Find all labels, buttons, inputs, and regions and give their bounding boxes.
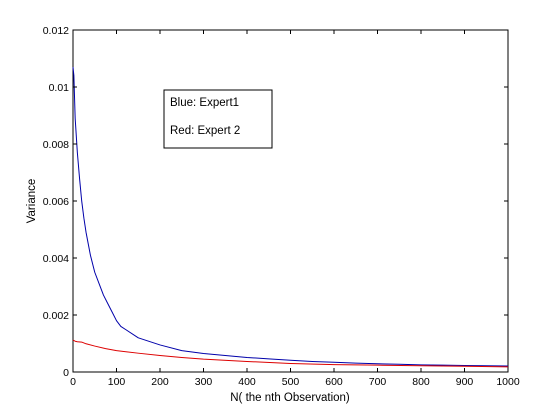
x-tick-label: 1000 bbox=[496, 376, 520, 388]
x-tick-label: 900 bbox=[456, 376, 474, 388]
plot-frame bbox=[72, 29, 509, 373]
x-tick-label: 400 bbox=[238, 376, 256, 388]
y-tick-label: 0.012 bbox=[43, 25, 69, 37]
y-axis-label: Variance bbox=[26, 179, 38, 224]
plot-area bbox=[72, 29, 509, 373]
y-tick-label: 0 bbox=[63, 367, 69, 379]
legend-entry-blue: Blue: Expert1 bbox=[170, 97, 239, 109]
x-tick-label: 0 bbox=[70, 376, 76, 388]
series-line-blue bbox=[72, 66, 509, 367]
x-axis-ticks: 0 100 200 300 400 500 600 700 800 900 1000 bbox=[70, 30, 520, 388]
legend-box bbox=[163, 89, 273, 149]
x-tick-label: 600 bbox=[325, 376, 343, 388]
x-tick-label: 700 bbox=[369, 376, 387, 388]
y-axis-ticks: 0 0.002 0.004 0.006 0.008 0.01 0.012 bbox=[43, 25, 508, 379]
y-tick-label: 0.006 bbox=[43, 196, 69, 208]
legend: Blue: Expert1 Red: Expert 2 bbox=[163, 89, 273, 149]
x-tick-label: 200 bbox=[151, 376, 169, 388]
series-line-red bbox=[72, 339, 509, 368]
y-tick-label: 0.004 bbox=[43, 253, 69, 265]
legend-entry-red: Red: Expert 2 bbox=[170, 125, 240, 137]
y-tick-label: 0.01 bbox=[49, 82, 70, 94]
x-tick-label: 500 bbox=[282, 376, 300, 388]
y-tick-label: 0.008 bbox=[43, 139, 69, 151]
x-axis-label: N( the nth Observation) bbox=[230, 392, 350, 404]
x-tick-label: 100 bbox=[108, 376, 126, 388]
y-tick-label: 0.002 bbox=[43, 310, 69, 322]
x-tick-label: 300 bbox=[195, 376, 213, 388]
x-tick-label: 800 bbox=[412, 376, 430, 388]
series-layer bbox=[72, 66, 509, 368]
